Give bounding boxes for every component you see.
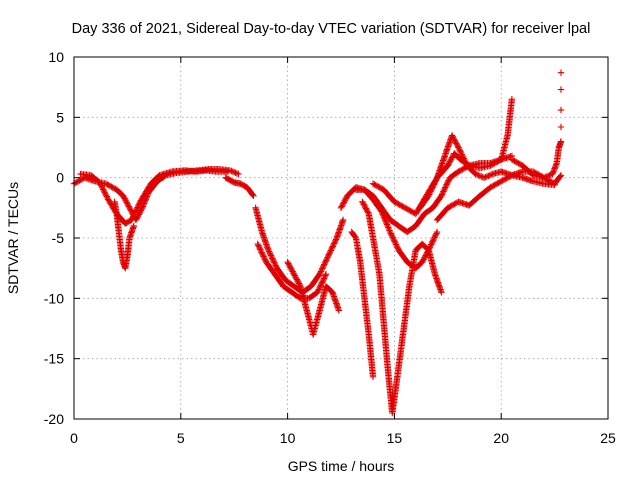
x-tick-label: 15	[387, 430, 403, 446]
y-tick-label: -15	[44, 351, 64, 367]
x-tick-label: 0	[70, 430, 78, 446]
series-arc-p	[557, 69, 565, 131]
series-arc-d	[222, 174, 257, 199]
plus-markers	[252, 204, 347, 296]
series-arc-g	[284, 258, 343, 338]
x-axis-label: GPS time / hours	[288, 458, 395, 474]
plus-markers	[111, 198, 137, 272]
series-arc-e	[252, 204, 347, 296]
series-arc-c	[111, 198, 137, 272]
y-tick-label: -10	[44, 290, 64, 306]
y-tick-label: 0	[56, 170, 64, 186]
x-tick-label: 5	[177, 430, 185, 446]
plus-markers	[222, 174, 257, 199]
y-tick-label: 10	[48, 49, 64, 65]
series-arc-b	[77, 167, 231, 227]
series-arc-o	[508, 138, 565, 181]
y-tick-label: -5	[52, 230, 65, 246]
y-tick-label: 5	[56, 109, 64, 125]
axis-ticks: 0 5 10 15 20 25 -20 -15 -10 -5 0 5 10	[44, 49, 616, 446]
x-tick-label: 10	[280, 430, 296, 446]
plus-markers	[508, 138, 565, 181]
chart-title: Day 336 of 2021, Sidereal Day-to-day VTE…	[72, 21, 591, 37]
series-arc-j	[359, 198, 445, 417]
plus-markers	[359, 198, 445, 417]
x-tick-label: 25	[600, 430, 616, 446]
grid-lines	[74, 57, 608, 419]
plus-markers	[557, 69, 565, 131]
plus-markers	[77, 167, 231, 227]
series-arc-i	[348, 228, 377, 380]
data-points	[70, 69, 565, 417]
y-axis-label: SDTVAR / TECUs	[5, 182, 21, 294]
plus-markers	[348, 228, 377, 380]
x-tick-label: 20	[493, 430, 509, 446]
plus-markers	[284, 258, 343, 338]
y-tick-label: -20	[44, 411, 64, 427]
